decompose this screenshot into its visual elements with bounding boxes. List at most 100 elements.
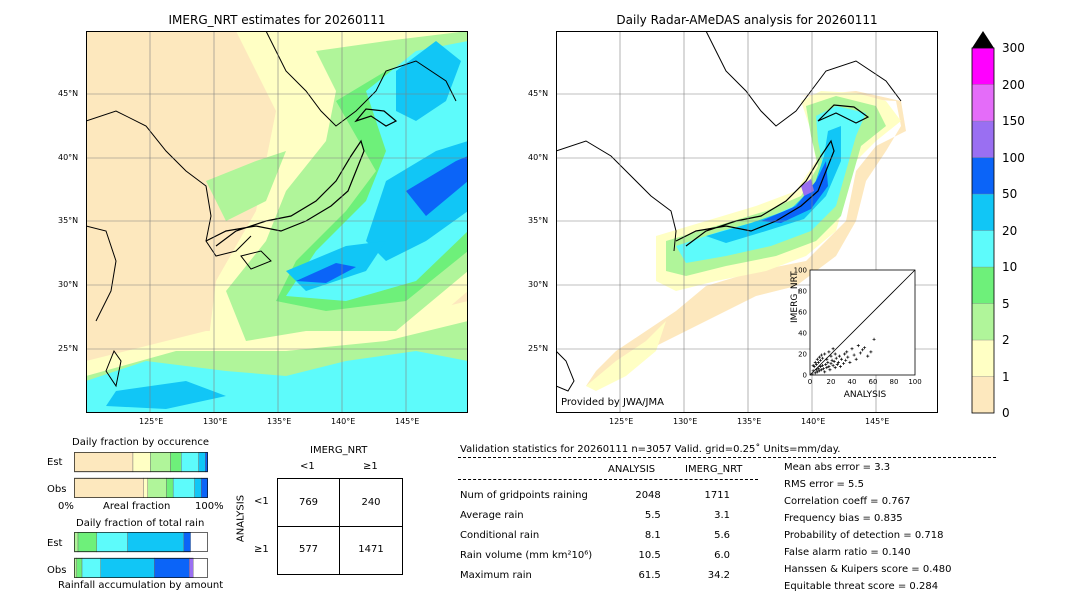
validation-row: Rain volume (mm km²10⁶) 10.5 6.0 — [460, 545, 760, 565]
scatter-point — [838, 365, 842, 369]
stacked-bar-segment — [127, 532, 185, 553]
stacked-bar-segment — [194, 477, 202, 498]
colorbar-band — [971, 120, 995, 158]
validation-row: Num of gridpoints raining 2048 1711 — [460, 485, 760, 505]
scatter-point — [850, 347, 854, 351]
colorbar-tick-label: 0 — [1002, 406, 1010, 420]
occurrence-row-obs: Obs — [47, 484, 67, 495]
scatter-point — [829, 354, 833, 358]
scatter-point — [863, 346, 867, 350]
stacked-bar-segment — [166, 477, 174, 498]
contingency-cell: 769 — [298, 497, 319, 508]
colorbar-tick-label: 10 — [1002, 260, 1018, 274]
scatter-point — [833, 352, 837, 356]
left-lat-label: 25°N — [58, 344, 79, 353]
scatter-point — [813, 360, 817, 364]
score-list: Mean abs error = 3.3 RMS error = 5.5 Cor… — [784, 462, 951, 598]
left-lon-label: 135°E — [267, 417, 292, 426]
validation-row-imerg: 5.6 — [714, 529, 730, 541]
contingency-col-label: <1 — [300, 461, 315, 472]
score-item: Correlation coeff = 0.767 — [784, 496, 911, 507]
stacked-bar-segment — [183, 532, 191, 553]
colorbar-band — [971, 303, 995, 341]
scatter-point — [811, 364, 815, 368]
scatter-point — [852, 353, 856, 357]
right-lat-label: 35°N — [528, 216, 549, 225]
scatter-point — [831, 364, 835, 368]
scatter-point — [861, 348, 864, 352]
colorbar-band — [971, 84, 995, 122]
scatter-point — [834, 356, 838, 360]
left-lon-label: 145°E — [395, 417, 420, 426]
contingency-cell: 577 — [298, 544, 319, 555]
right-lat-label: 25°N — [528, 344, 549, 353]
scatter-point — [837, 354, 841, 358]
scatter-xlabel: ANALYSIS — [843, 390, 887, 400]
scatter-y-tick: 60 — [798, 309, 807, 317]
validation-row-analysis: 61.5 — [638, 569, 661, 581]
stacked-bar-segment — [74, 452, 134, 473]
scatter-point — [843, 352, 847, 356]
right-map: Provided by JWA/JMA — [556, 31, 938, 413]
stacked-bar-segment — [154, 557, 190, 578]
left-lon-label: 140°E — [331, 417, 356, 426]
contingency-col-label: ≥1 — [363, 461, 378, 472]
scatter-x-tick: 20 — [827, 378, 836, 386]
stacked-bar-segment — [198, 452, 206, 473]
stacked-bar-segment — [143, 477, 148, 498]
scatter-inset: 0 0 20 20 40 40 60 60 80 80 100 100 IMERG_NRT ANALY… — [775, 265, 925, 405]
contingency-cell: 1471 — [358, 544, 384, 555]
scatter-point — [827, 365, 831, 369]
colorbar-band — [971, 193, 995, 231]
total-rain-row-est: Est — [47, 538, 63, 549]
validation-row-label: Average rain — [460, 509, 524, 521]
right-lon-label: 125°E — [609, 417, 634, 426]
right-lat-label: 45°N — [528, 89, 549, 98]
stacked-bar-frame — [74, 532, 208, 552]
scatter-point — [828, 368, 832, 372]
validation-row-label: Num of gridpoints raining — [460, 489, 588, 501]
validation-row: Average rain 5.5 3.1 — [460, 505, 760, 525]
occurrence-chart — [74, 452, 208, 498]
colorbar-tick-label: 100 — [1002, 150, 1025, 165]
total-rain-axis-label: Rainfall accumulation by amount — [58, 580, 224, 591]
radar-credit: Provided by JWA/JMA — [561, 397, 664, 408]
stacked-bar-frame — [74, 558, 208, 578]
scatter-point — [816, 367, 820, 371]
stacked-bar-segment — [147, 477, 167, 498]
scatter-point — [815, 370, 819, 374]
total-rain-title: Daily fraction of total rain — [76, 518, 205, 529]
scatter-point — [858, 351, 862, 355]
scatter-x-tick: 80 — [890, 378, 899, 386]
scatter-point — [821, 356, 825, 360]
scatter-point — [819, 358, 822, 362]
score-item: Mean abs error = 3.3 — [784, 462, 891, 473]
scatter-point — [872, 337, 876, 341]
occurrence-title: Daily fraction by occurence — [72, 437, 210, 448]
left-map — [86, 31, 468, 413]
scatter-point — [836, 360, 840, 364]
colorbar-tick-label: 5 — [1002, 296, 1010, 311]
right-map-canvas — [556, 31, 938, 413]
scatter-point — [832, 359, 836, 363]
total-rain-chart — [74, 532, 208, 578]
right-lat-label: 40°N — [528, 153, 549, 162]
stacked-bar-segment — [150, 452, 171, 473]
scatter-point — [826, 360, 830, 364]
scatter-plot: 00 20 20 40 40 60 60 80 80 100 100 — [794, 267, 922, 387]
stacked-bar-frame — [74, 478, 208, 498]
validation-row-label: Conditional rain — [460, 529, 540, 541]
validation-row-analysis: 5.5 — [644, 509, 661, 521]
scatter-x-tick: 100 — [908, 378, 921, 386]
scatter-point — [817, 355, 821, 359]
scatter-point — [831, 347, 835, 351]
contingency-col-title: IMERG_NRT — [310, 445, 368, 456]
score-item: Probability of detection = 0.718 — [784, 530, 944, 541]
scatter-point — [869, 350, 873, 354]
scatter-point — [820, 368, 824, 372]
scatter-y-tick: 20 — [798, 351, 807, 359]
left-lat-label: 40°N — [58, 153, 79, 162]
colorbar-tick-label: 150 — [1002, 114, 1025, 128]
scatter-point — [819, 365, 822, 369]
left-lat-label: 45°N — [58, 89, 79, 98]
